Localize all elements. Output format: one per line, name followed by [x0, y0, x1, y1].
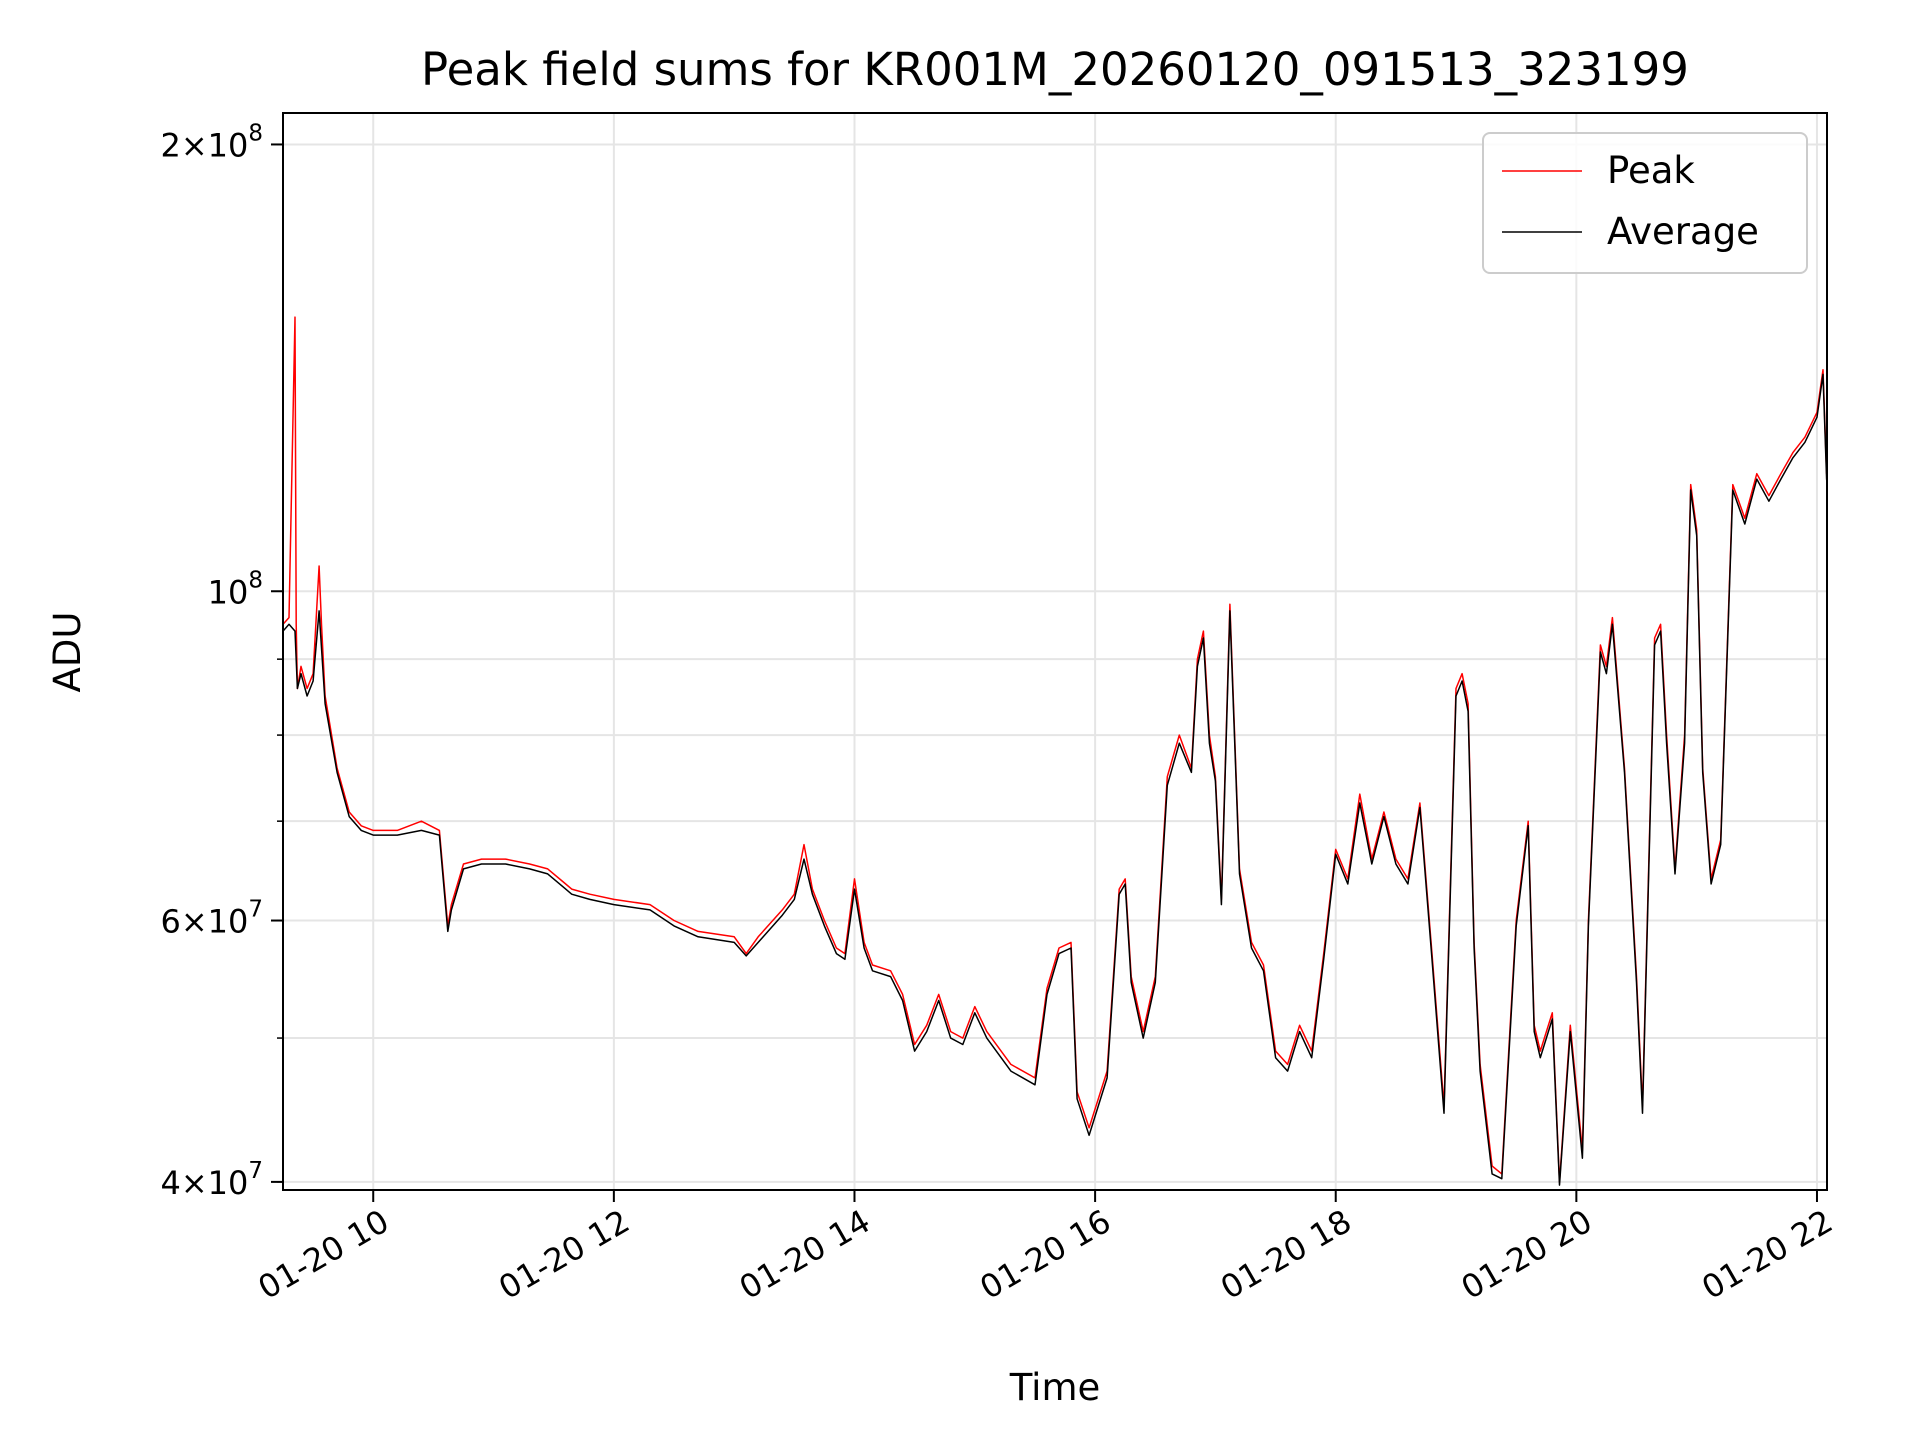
- legend-average-label: Average: [1607, 210, 1759, 253]
- legend-box: [1482, 132, 1808, 274]
- x-tick-label: 01-20 20: [1455, 1202, 1599, 1307]
- y-tick-label: 4×107: [160, 1158, 263, 1202]
- series-average-line: [283, 373, 1827, 1186]
- legend: Peak Average: [1482, 132, 1808, 274]
- y-tick-label: 6×107: [160, 897, 263, 941]
- y-axis-ticks: 4×107 6×107 108 2×108: [160, 120, 283, 1202]
- legend-peak-label: Peak: [1607, 149, 1695, 192]
- x-tick-label: 01-20 22: [1695, 1202, 1839, 1307]
- x-tick-label: 01-20 18: [1214, 1202, 1358, 1307]
- x-axis-label: Time: [1009, 1366, 1101, 1409]
- plot-frame: [282, 112, 1828, 1191]
- y-tick-label: 2×108: [160, 120, 263, 164]
- x-tick-label: 01-20 16: [974, 1202, 1118, 1307]
- plot-series: [283, 300, 1827, 1186]
- y-axis-label: ADU: [46, 612, 89, 693]
- chart-title: Peak field sums for KR001M_20260120_0915…: [421, 43, 1689, 96]
- x-tick-label: 01-20 10: [252, 1202, 396, 1307]
- x-axis-ticks: 01-20 10 01-20 12 01-20 14 01-20 16 01-20 18…: [252, 1190, 1839, 1307]
- x-tick-label: 01-20 12: [492, 1202, 636, 1307]
- grid-lines: [283, 113, 1827, 1190]
- x-tick-label: 01-20 14: [733, 1202, 877, 1307]
- y-tick-label: 108: [208, 567, 263, 611]
